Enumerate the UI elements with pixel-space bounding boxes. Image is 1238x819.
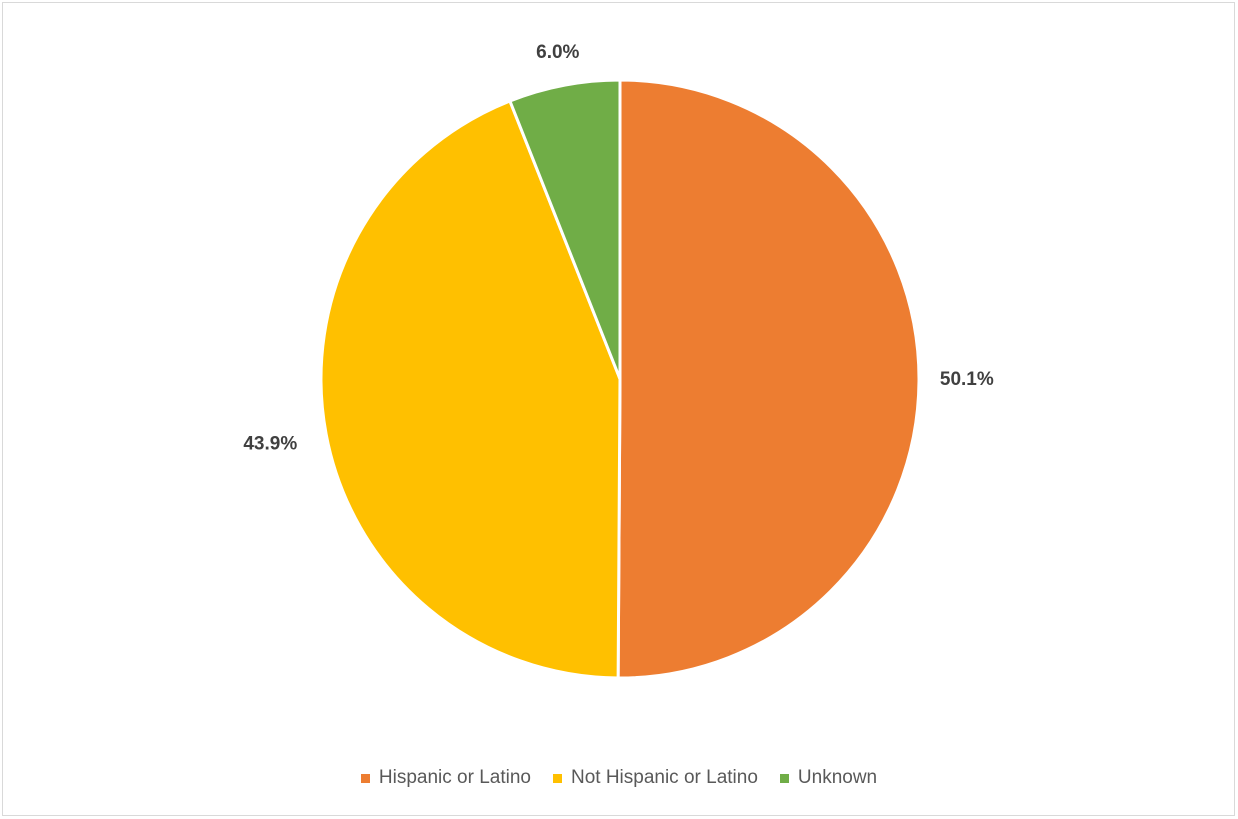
legend-swatch-hispanic-or-latino <box>360 773 370 783</box>
pie-slice-not-hispanic-or-latino <box>319 99 622 680</box>
pie-slice-hispanic-or-latino <box>616 78 921 680</box>
pie-slices <box>319 78 921 680</box>
legend-swatch-unknown <box>779 773 789 783</box>
data-label-not-hispanic-or-latino: 43.9% <box>243 434 297 455</box>
legend-label-unknown: Unknown <box>797 767 878 788</box>
legend-label-hispanic-or-latino: Hispanic or Latino <box>378 767 531 788</box>
legend-item-unknown: Unknown <box>779 767 878 789</box>
legend-item-not-hispanic-or-latino: Not Hispanic or Latino <box>552 767 758 789</box>
data-label-hispanic-or-latino: 50.1% <box>940 369 994 390</box>
legend-label-not-hispanic-or-latino: Not Hispanic or Latino <box>570 767 758 788</box>
pie-data-labels: 50.1% 43.9% 6.0% <box>243 42 994 455</box>
legend-swatch-not-hispanic-or-latino <box>552 773 562 783</box>
data-label-unknown: 6.0% <box>536 42 579 63</box>
chart-legend: Hispanic or Latino Not Hispanic or Latin… <box>0 764 1238 792</box>
legend-item-hispanic-or-latino: Hispanic or Latino <box>360 767 531 789</box>
pie-slice-unknown <box>508 78 622 381</box>
